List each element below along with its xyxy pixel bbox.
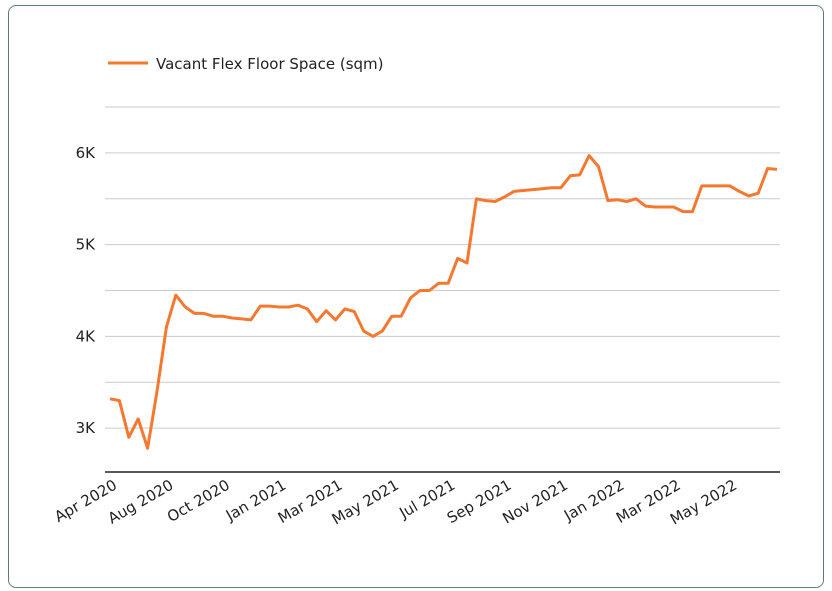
data-line bbox=[109, 154, 778, 450]
legend-label: Vacant Flex Floor Space (sqm) bbox=[156, 55, 384, 73]
card bbox=[8, 5, 824, 588]
x-tick-label: Nov 2021 bbox=[499, 476, 571, 528]
x-tick-label: Oct 2020 bbox=[164, 476, 233, 526]
y-tick-label: 6K bbox=[76, 144, 97, 162]
y-tick-label: 3K bbox=[76, 419, 97, 437]
x-tick-label: Aug 2020 bbox=[105, 476, 177, 528]
y-tick-label: 5K bbox=[76, 236, 97, 254]
y-tick-label: 4K bbox=[76, 327, 97, 345]
